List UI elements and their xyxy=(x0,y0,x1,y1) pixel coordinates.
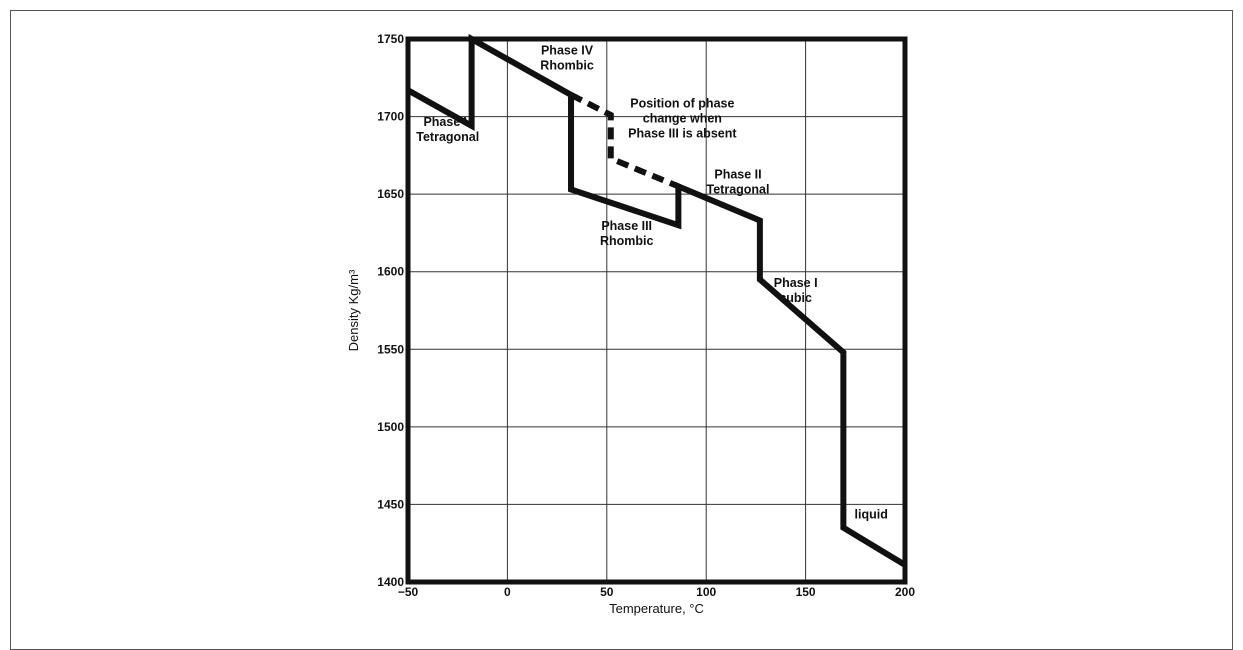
phase-annotation: Phase IV Rhombic xyxy=(540,44,594,73)
annotations: Phase V Tetragonal Phase IV Rhombic Position… xyxy=(416,44,888,522)
dashed-phase-line xyxy=(569,92,680,190)
phase-annotation: Position of phase change when Phase III is… xyxy=(628,96,737,140)
x-tick-label: 0 xyxy=(504,585,511,599)
x-axis-title: Temperature, °C xyxy=(609,601,704,616)
x-tick-label: 100 xyxy=(696,585,716,599)
y-axis-title: Density Kg/m³ xyxy=(346,269,361,351)
x-tick-label: 200 xyxy=(895,585,915,599)
x-tick-label: 150 xyxy=(796,585,816,599)
y-tick-label: 1700 xyxy=(377,110,404,124)
phase-annotation: Phase II Tetragonal xyxy=(707,168,770,197)
phase-annotation: Phase III Rhombic xyxy=(600,219,654,248)
series-layer xyxy=(406,33,907,568)
y-tick-label: 1500 xyxy=(377,420,404,434)
grid xyxy=(408,39,905,582)
phase-annotation: Phase V Tetragonal xyxy=(416,115,479,144)
y-tick-label: 1600 xyxy=(377,265,404,279)
x-tick-label: −50 xyxy=(398,585,419,599)
plot-border xyxy=(405,36,908,585)
y-tick-label: 1750 xyxy=(377,32,404,46)
x-tick-label: 50 xyxy=(600,585,614,599)
y-tick-label: 1550 xyxy=(377,342,404,356)
density-curve xyxy=(406,33,907,568)
density-temperature-chart: −50 0 50 100 150 200 1400 1450 1500 1550 1600 1650 1… xyxy=(346,32,915,616)
phase-annotation: liquid xyxy=(855,507,888,521)
y-tick-label: 1450 xyxy=(377,497,404,511)
tick-labels: −50 0 50 100 150 200 1400 1450 1500 1550 1600 1650 1… xyxy=(377,32,915,599)
y-tick-label: 1650 xyxy=(377,187,404,201)
y-tick-label: 1400 xyxy=(377,575,404,589)
